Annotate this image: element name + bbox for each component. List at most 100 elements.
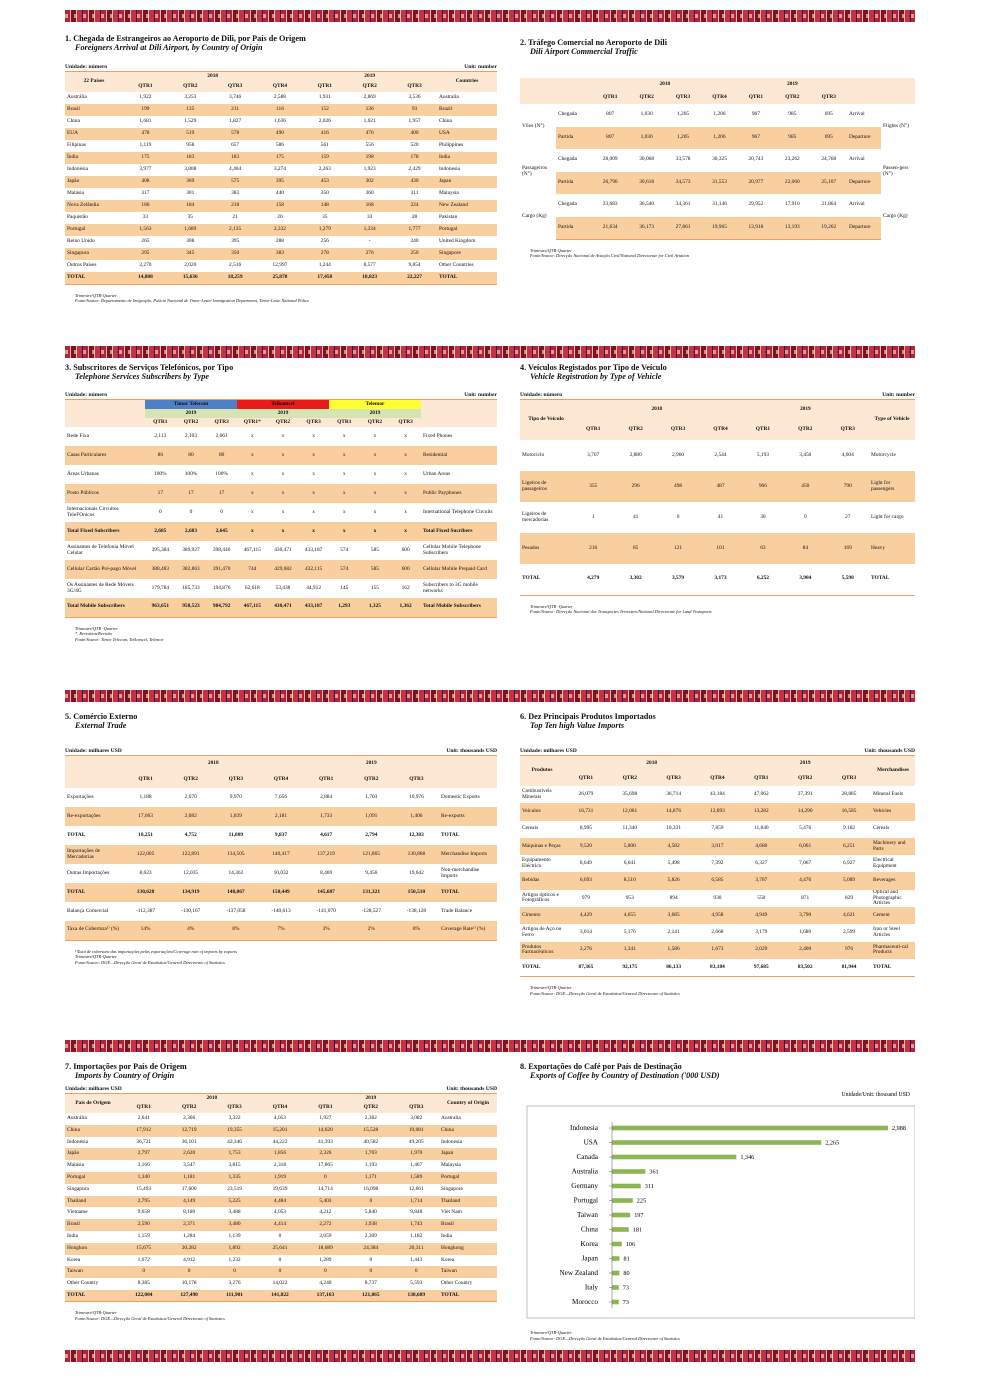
cell: 5,225 [211,1195,258,1208]
cell: 20,977 [737,171,775,194]
cell: 2,026 [318,118,331,125]
cell: 2,797 [121,1148,167,1161]
body-row: Balança Comercial -112,387 -130,167 -137,05… [65,902,497,921]
body-row: TOTAL 87,365 92,175 86,133 83,184 97,685 83,50… [520,958,915,977]
cell: 429,682 [267,560,299,579]
cell: Thailand [65,1195,121,1208]
cell: 2% [348,921,394,941]
cell: 92,175 [607,958,652,977]
unit-en: Unit: thousands USD [864,748,915,754]
data-table: 2018 2019 QTR1 QTR2 QTR3 QTR4 QTR1 QTR2 QTR3 Vôos… [520,78,915,240]
cell: 122,005 [123,845,169,864]
cell: 9,658 [137,1209,150,1216]
cell: Singapore [437,248,497,260]
cell: 2,880 [629,451,642,458]
cell: 16,098 [363,1185,379,1192]
cell: 49,205 [408,1138,424,1145]
cell: 33,683 [602,201,618,208]
cell: 100% [215,470,228,477]
cell: 5,840 [364,1209,377,1216]
cell: 19,965 [701,216,738,240]
cell: 53,438 [275,584,291,591]
cell: Artigos ópticos e Fotográficos [522,891,559,904]
cell: TOTAL [869,564,915,596]
body-row: Singapura 295 345 350 383 278 276 250 Singapore [65,248,497,260]
note: Fonte/Source: DGE—Direcção Geral de Esta… [75,1316,225,1322]
cell: x [298,484,329,503]
cell: Re-exports [439,807,497,826]
cell: 3,276 [228,1280,241,1287]
body-row: Outras Importações 8,623 12,035 14,362 10,03… [65,864,497,883]
cell: Produtos Farmacêuticos [520,941,564,959]
body-row: Casas Particulares 86 80 80 x x x x x x Residentia… [65,446,497,465]
category-label: Portugal [574,1196,598,1204]
corner-cell [847,78,915,104]
panel-subtitle: Foreigners Arrival at Dili Airport, by C… [75,43,263,52]
cell: 15,675 [121,1242,167,1255]
cell: 4% [168,921,214,941]
panel-subtitle: External Trade [75,721,127,730]
cell: 317 [141,190,150,197]
cell: 137,219 [303,845,349,864]
value-label: 81 [623,1255,629,1262]
quarter-header: QTR1* [236,418,268,427]
cell: 116 [257,104,303,116]
cell: x [281,432,285,439]
value-label: 73 [623,1284,629,1291]
bar [612,1256,620,1261]
panel-title: 6. Dez Principais Produtos Importados [520,712,656,721]
cell: 391,470 [206,560,237,579]
year-header: 2019 [302,72,437,82]
cell: 4,476 [783,872,828,890]
data-table: 22 Países 2018 2019 Countries QTR1 QTR2 QTR3 QT… [65,72,497,285]
cell: 17,458 [302,272,348,285]
cell: 8,577 [363,262,376,269]
cell: 433,187 [304,546,323,553]
cell: Taiwan [65,1266,121,1279]
cell: Total Mobile Subscribers [65,598,145,618]
cell: 953 [625,894,634,901]
cell: x [404,432,407,439]
cell: x [267,522,299,541]
cell: 20,282 [166,1242,212,1255]
body-row: Cereais 8,995 11,340 10,331 7,859 11,840 5,476… [520,821,915,838]
cell: 985 [788,111,797,118]
cell: 211 [212,104,258,116]
cell: 9,970 [229,793,242,800]
cell: 395,384 [151,546,170,553]
cell: Cereais [522,825,539,832]
cell: 19,642 [409,869,424,876]
cell: 1,467 [410,1162,423,1169]
notes: Trimestre/QTR-Quarter Fonte/Source: DGE—D… [520,1330,925,1342]
cell: Total Mobile Subscribers [421,598,497,618]
panel-subtitle: Imports by Country of Origin [75,1071,175,1080]
cell: 9,837 [274,831,288,838]
cell: 33,578 [675,156,691,163]
corner-cell [65,756,123,788]
cell: 159 [302,152,348,164]
quarter-header: QTR4 [257,1103,303,1113]
cell: Austrália [67,1115,87,1122]
cell: 6,327 [755,860,768,866]
cell: 985 [774,126,811,149]
table-body: Rede Fixa 2,113 2,103 2,061 x x x x x x Fixed Phon… [65,427,497,618]
note: Trimestre/QTR -Quarter [75,625,118,631]
quarter-header: QTR3 [211,1103,258,1113]
unit-row: Unidade: milhares USD Unit: thousands USD [65,748,497,756]
body-row: Outros Países 2,270 2,020 2,516 12,997 1,244 8… [65,260,497,272]
cell: 12,997 [272,262,288,269]
cell: 35 [187,214,193,221]
panel-title: 4. Veículos Registados por Tipo de Veícu… [520,363,667,372]
head-row: QTR1 QTR2 QTR3 QTR4 QTR1 QTR2 QTR3 [65,82,497,92]
unit-en: Unit: number [464,392,497,398]
cell: Departure [847,216,881,240]
group-label: Passen-gers (N°) [881,149,915,194]
cell: 2,309 [364,1233,377,1240]
cell: 1,030 [640,111,653,118]
chart-frame [526,1105,915,1319]
cell: 744 [236,560,268,579]
cell: Casas Particulares [65,446,145,465]
cell: India [441,1233,453,1240]
cell: 433,187 [298,598,329,618]
cell: 17,912 [121,1124,167,1137]
